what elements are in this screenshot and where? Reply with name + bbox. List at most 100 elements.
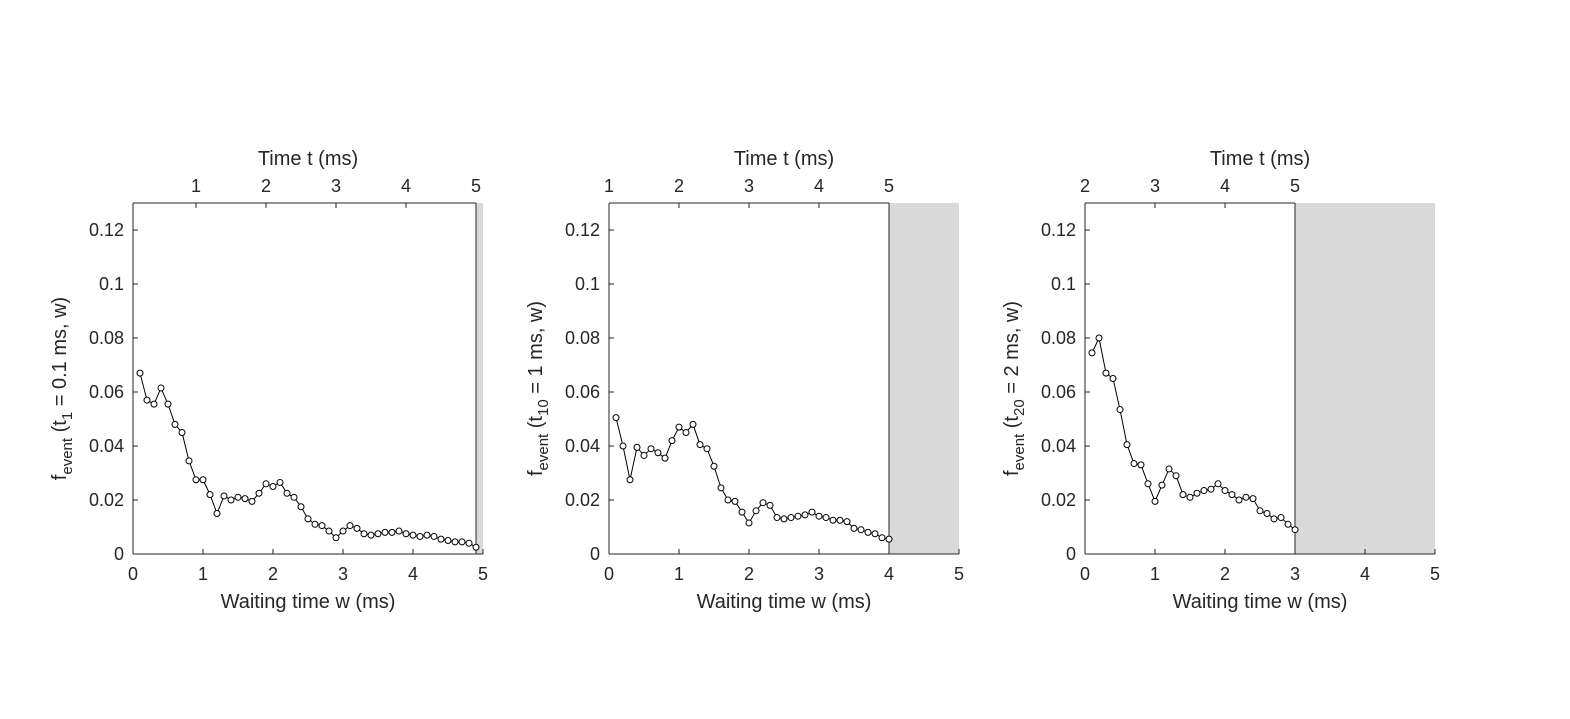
data-point xyxy=(451,538,459,546)
data-point xyxy=(808,508,816,516)
data-point xyxy=(731,497,739,505)
data-point xyxy=(850,524,858,532)
x-tick-label: 2 xyxy=(744,564,754,584)
data-point xyxy=(276,478,284,486)
data-point xyxy=(472,543,480,551)
data-point xyxy=(619,442,627,450)
data-point xyxy=(752,507,760,515)
top-x-tick-label: 5 xyxy=(884,176,894,196)
top-x-tick-label: 4 xyxy=(401,176,411,196)
data-point xyxy=(668,437,676,445)
y-axis-label: fevent (t10 = 1 ms, w) xyxy=(525,301,552,476)
top-x-tick-label: 1 xyxy=(604,176,614,196)
data-point xyxy=(1228,491,1236,499)
y-axis-label-part-sub: event xyxy=(535,433,552,471)
data-point xyxy=(1144,480,1152,488)
data-point xyxy=(353,524,361,532)
y-axis-label-part-rest: = 1 ms, w) xyxy=(525,301,547,399)
data-point xyxy=(1088,349,1096,357)
data-point xyxy=(465,539,473,547)
data-point xyxy=(696,441,704,449)
y-tick-label: 0.12 xyxy=(1041,220,1076,240)
y-axis-label-part-open: (t xyxy=(525,416,547,434)
data-point xyxy=(710,462,718,470)
data-point xyxy=(262,480,270,488)
data-point xyxy=(171,420,179,428)
top-x-tick-label: 3 xyxy=(1150,176,1160,196)
data-point xyxy=(234,493,242,501)
data-point xyxy=(815,512,823,520)
data-point xyxy=(213,510,221,517)
y-axis-label-part-sub2: 10 xyxy=(535,399,552,416)
data-point xyxy=(199,476,207,484)
unavailable-region-shade xyxy=(1295,203,1435,554)
data-point xyxy=(1291,526,1299,534)
x-tick-label: 5 xyxy=(1430,564,1440,584)
x-tick-label: 4 xyxy=(884,564,894,584)
data-point xyxy=(283,489,291,497)
y-tick-label: 0 xyxy=(114,544,124,564)
y-tick-label: 0.02 xyxy=(89,490,124,510)
data-point xyxy=(675,423,683,431)
top-x-tick-label: 4 xyxy=(814,176,824,196)
data-point xyxy=(1158,481,1166,489)
y-axis-label-part-base: f xyxy=(525,470,547,476)
data-point xyxy=(626,476,634,484)
y-tick-label: 0.12 xyxy=(565,220,600,240)
chart-panel-3: 0 1 2 3 4 5 0 0.02 0.04 0.06 0.08 0.1 0.12 2 3 4 5 Time t… xyxy=(1001,148,1440,613)
data-point xyxy=(1235,496,1243,504)
y-tick-label: 0.1 xyxy=(575,274,600,294)
data-point xyxy=(430,532,438,540)
y-axis-label-part-base: f xyxy=(49,474,71,480)
x-tick-label: 4 xyxy=(1360,564,1370,584)
data-point xyxy=(1151,497,1159,505)
top-x-tick-label: 5 xyxy=(1290,176,1300,196)
data-point xyxy=(871,530,879,538)
top-x-tick-label: 1 xyxy=(191,176,201,196)
x-axis-label: Waiting time w (ms) xyxy=(221,591,396,613)
x-axis-label: Waiting time w (ms) xyxy=(1173,591,1348,613)
y-tick-label: 0.08 xyxy=(1041,328,1076,348)
y-tick-label: 0.06 xyxy=(89,382,124,402)
y-axis-label-part-sub2: 1 xyxy=(59,412,76,420)
x-axis-label: Waiting time w (ms) xyxy=(697,591,872,613)
data-point xyxy=(290,493,298,501)
data-point xyxy=(640,451,648,459)
chart-panel-1: 0 1 2 3 4 5 0 0.02 0.04 0.06 0.08 0.1 0.12 1 2 3 4 5 Time … xyxy=(49,148,488,613)
data-point xyxy=(220,492,228,500)
y-tick-label: 0.1 xyxy=(99,274,124,294)
y-tick-label: 0.04 xyxy=(1041,436,1076,456)
data-point xyxy=(1256,507,1264,515)
y-axis-label-part-open: (t xyxy=(49,420,71,438)
data-point xyxy=(360,530,368,538)
y-axis-label: fevent (t1 = 0.1 ms, w) xyxy=(49,297,76,480)
data-point xyxy=(864,528,872,536)
x-tick-label: 3 xyxy=(814,564,824,584)
top-x-tick-label: 2 xyxy=(1080,176,1090,196)
x-tick-label: 5 xyxy=(478,564,488,584)
data-point xyxy=(150,400,158,408)
data-point xyxy=(1179,491,1187,499)
x-tick-label: 4 xyxy=(408,564,418,584)
y-tick-label: 0.06 xyxy=(1041,382,1076,402)
top-x-tick-label: 4 xyxy=(1220,176,1230,196)
x-tick-label: 0 xyxy=(604,564,614,584)
data-point xyxy=(759,499,767,507)
data-point xyxy=(346,522,354,530)
top-x-tick-label: 3 xyxy=(744,176,754,196)
x-tick-label: 1 xyxy=(674,564,684,584)
data-point xyxy=(241,495,249,503)
data-point xyxy=(724,496,732,504)
y-axis-label-part-rest: = 2 ms, w) xyxy=(1001,301,1023,399)
data-point xyxy=(192,476,200,484)
data-point xyxy=(1137,461,1145,469)
data-point xyxy=(325,527,333,535)
data-point xyxy=(164,400,172,408)
top-x-axis-label: Time t (ms) xyxy=(1210,148,1310,170)
top-x-tick-label: 2 xyxy=(674,176,684,196)
data-point xyxy=(738,508,746,516)
data-point xyxy=(1200,487,1208,495)
y-axis-label-part-base: f xyxy=(1001,470,1023,476)
data-point xyxy=(745,519,753,527)
